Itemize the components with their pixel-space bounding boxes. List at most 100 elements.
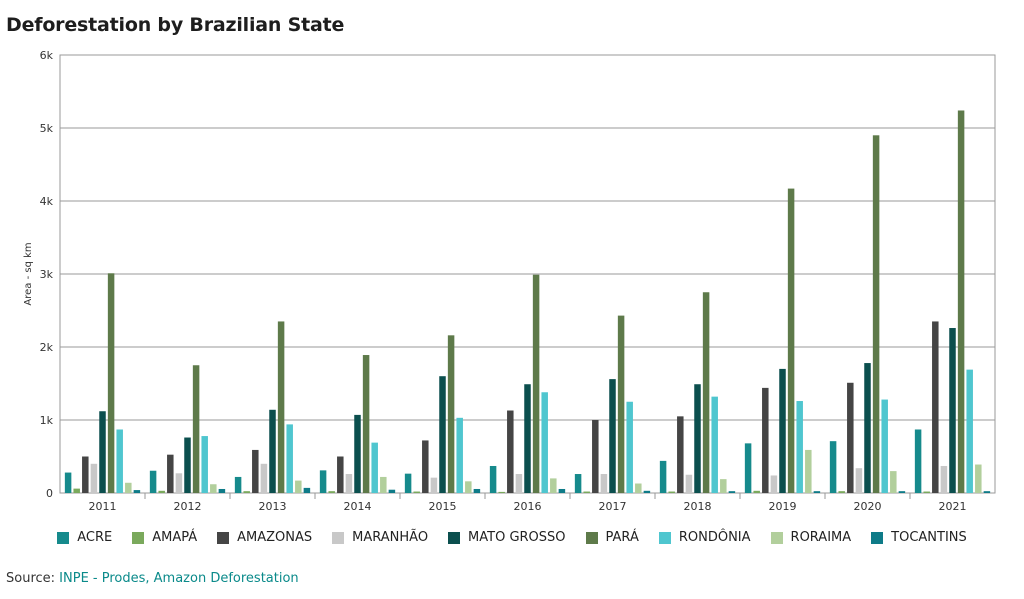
- bar: [975, 464, 982, 493]
- legend-item[interactable]: RONDÔNIA: [658, 530, 751, 545]
- y-tick-label: 6k: [40, 49, 54, 62]
- bar: [532, 274, 540, 493]
- y-tick-label: 1k: [40, 414, 54, 427]
- bar: [787, 188, 795, 493]
- bar: [515, 474, 523, 493]
- bar: [855, 468, 863, 493]
- y-tick-label: 3k: [40, 268, 54, 281]
- bar: [779, 368, 786, 493]
- bar: [243, 491, 250, 493]
- legend-item[interactable]: AMAZONAS: [217, 530, 312, 545]
- bar: [940, 465, 948, 493]
- bar: [847, 382, 854, 493]
- bar: [465, 481, 472, 493]
- legend-item[interactable]: MARANHÃO: [332, 530, 428, 545]
- bar: [90, 463, 98, 493]
- legend-swatch: [132, 531, 145, 544]
- bar: [617, 315, 625, 493]
- bar: [796, 401, 803, 493]
- source-note: Source: INPE - Prodes, Amazon Deforestat…: [6, 571, 299, 586]
- bar: [643, 490, 651, 493]
- bar: [677, 416, 684, 493]
- bar: [489, 465, 497, 493]
- bar: [659, 460, 667, 493]
- bar: [770, 475, 778, 493]
- bar: [609, 379, 616, 493]
- x-tick-label: 2019: [769, 500, 797, 513]
- bar: [295, 480, 302, 493]
- x-tick-label: 2012: [174, 500, 202, 513]
- legend-label: TOCANTINS: [891, 530, 967, 545]
- bar: [149, 470, 157, 493]
- y-tick-label: 2k: [40, 341, 54, 354]
- bar: [864, 363, 871, 493]
- bar: [345, 474, 353, 493]
- bar: [872, 135, 880, 494]
- bar: [694, 384, 701, 493]
- bar: [303, 487, 311, 493]
- legend-item[interactable]: MATO GROSSO: [448, 530, 566, 545]
- bar: [218, 488, 226, 493]
- bar: [592, 420, 599, 493]
- legend-item[interactable]: ACRE: [57, 530, 112, 545]
- bar: [234, 476, 242, 493]
- legend-label: RONDÔNIA: [678, 530, 751, 545]
- legend-swatch: [658, 531, 671, 544]
- bar: [583, 491, 590, 493]
- legend-label: AMAPÁ: [152, 530, 198, 545]
- x-tick-label: 2020: [854, 500, 882, 513]
- legend-label: RORAIMA: [790, 530, 852, 545]
- bar: [829, 441, 837, 493]
- bar: [702, 292, 710, 493]
- bar: [744, 443, 752, 493]
- bar: [201, 436, 208, 493]
- bar: [380, 476, 387, 493]
- bar: [430, 477, 438, 493]
- legend-swatch: [332, 531, 345, 544]
- bar: [64, 472, 72, 493]
- legend-item[interactable]: RORAIMA: [770, 530, 852, 545]
- legend-swatch: [217, 531, 230, 544]
- bar: [167, 454, 174, 493]
- bar: [413, 491, 420, 493]
- bar: [957, 110, 965, 493]
- legend-swatch: [871, 531, 884, 544]
- bar: [949, 328, 956, 493]
- legend-item[interactable]: TOCANTINS: [871, 530, 967, 545]
- bar: [574, 474, 582, 493]
- bar: [107, 273, 115, 493]
- bar: [524, 384, 531, 493]
- bar: [388, 489, 396, 493]
- bar: [354, 414, 361, 493]
- bar: [685, 474, 693, 493]
- bar: [838, 491, 845, 493]
- bar: [286, 424, 293, 493]
- bar: [456, 417, 463, 493]
- legend-item[interactable]: AMAPÁ: [132, 530, 197, 545]
- bar: [99, 411, 106, 493]
- source-link[interactable]: INPE - Prodes, Amazon Deforestation: [59, 571, 299, 586]
- legend-item[interactable]: PARÁ: [585, 530, 639, 545]
- bar: [404, 473, 412, 493]
- legend-label: PARÁ: [605, 530, 639, 545]
- bar: [328, 491, 335, 493]
- bar: [252, 449, 259, 493]
- bar: [762, 387, 769, 493]
- chart-title: Deforestation by Brazilian State: [6, 14, 345, 36]
- legend-swatch: [57, 531, 70, 544]
- bar: [600, 474, 608, 493]
- chart-legend: ACRE AMAPÁ AMAZONAS MARANHÃO MATO GROSSO PARÁ…: [0, 530, 1024, 545]
- bar: [881, 399, 888, 493]
- bar: [728, 491, 736, 493]
- bar: [73, 488, 80, 493]
- x-tick-label: 2011: [89, 500, 117, 513]
- bar: [473, 488, 481, 493]
- bar: [626, 401, 633, 493]
- bar: [541, 392, 548, 493]
- x-tick-label: 2015: [429, 500, 457, 513]
- bar: [447, 335, 455, 493]
- legend-label: MATO GROSSO: [468, 530, 566, 545]
- bar: [890, 471, 897, 493]
- bar: [371, 442, 378, 493]
- bar: [116, 429, 123, 493]
